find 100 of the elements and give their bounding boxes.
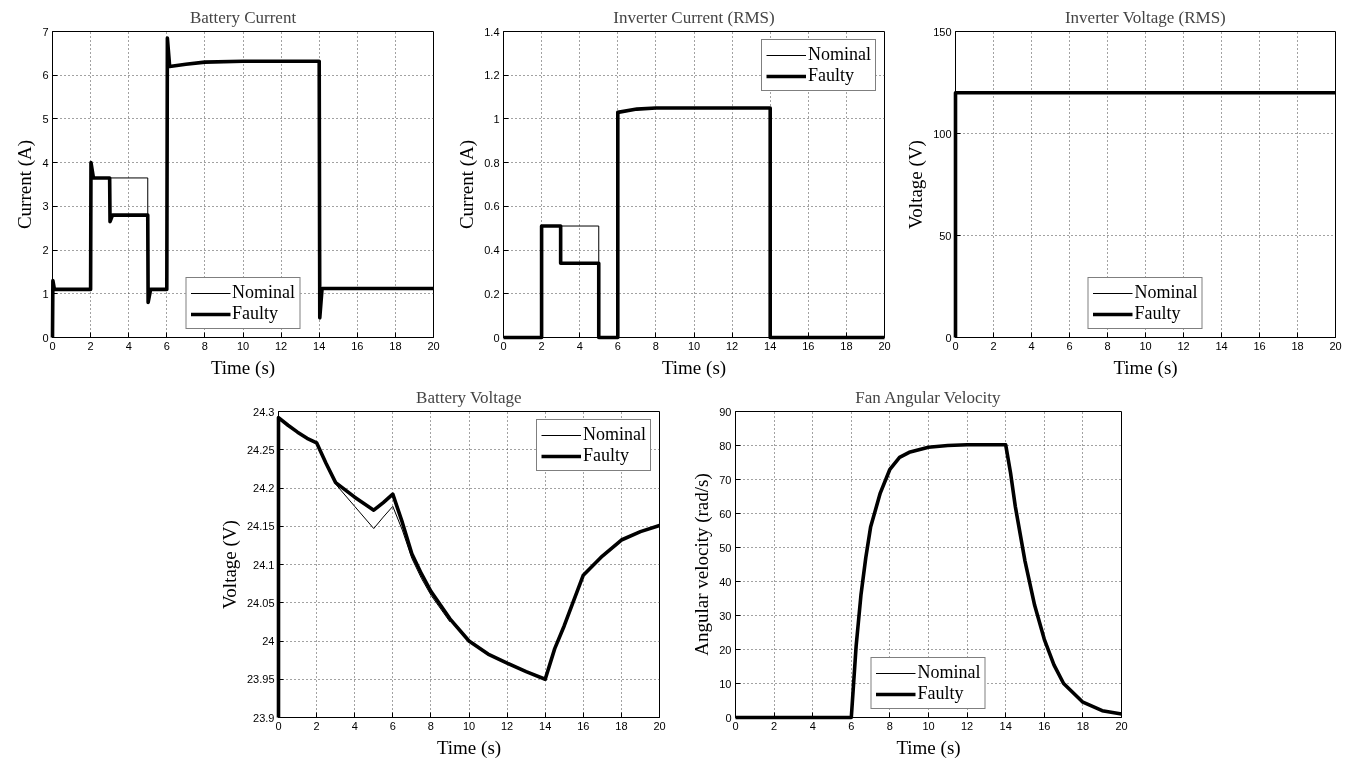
y-tick-label: 150: [933, 25, 952, 38]
x-tick-label: 2: [990, 339, 997, 352]
legend-label: Faulty: [232, 303, 279, 324]
y-tick-label: 0.4: [484, 244, 500, 257]
x-axis-title: Time (s): [436, 736, 502, 759]
x-tick-label: 20: [427, 339, 440, 352]
y-tick-label: 30: [719, 609, 732, 622]
y-axis-title: Voltage (V): [218, 520, 241, 609]
x-tick-label: 10: [1139, 339, 1152, 352]
y-tick-label: 0.2: [484, 287, 500, 300]
x-tick-label: 18: [389, 339, 402, 352]
x-tick-label: 4: [351, 719, 358, 732]
y-tick-label: 24.1: [253, 558, 275, 571]
y-tick-label: 1.2: [484, 69, 500, 82]
y-tick-label: 10: [719, 677, 732, 690]
x-tick-label: 10: [462, 719, 476, 732]
x-tick-label: 8: [1104, 339, 1111, 352]
y-tick-label: 20: [719, 643, 732, 656]
x-tick-label: 16: [802, 339, 815, 352]
x-tick-label: 16: [577, 719, 590, 732]
x-tick-label: 4: [1028, 339, 1035, 352]
x-axis-title: Time (s): [661, 356, 727, 379]
x-axis-title: Time (s): [896, 736, 961, 759]
legend-label: Nominal: [232, 282, 295, 303]
y-tick-label: 60: [719, 507, 732, 520]
x-tick-label: 12: [1177, 339, 1190, 352]
y-axis-title: Current (A): [456, 139, 479, 230]
y-tick-label: 80: [719, 439, 732, 452]
x-tick-label: 8: [652, 339, 659, 352]
x-tick-label: 14: [999, 719, 1012, 732]
chart-title: Battery Voltage: [416, 387, 522, 407]
y-tick-label: 0: [493, 331, 500, 344]
y-tick-label: 3: [42, 200, 49, 213]
x-tick-label: 2: [771, 719, 778, 732]
y-tick-label: 24: [262, 635, 275, 647]
x-tick-label: 10: [236, 339, 250, 352]
y-tick-label: 24.25: [246, 443, 275, 456]
legend-label: Nominal: [808, 44, 871, 65]
y-tick-label: 50: [719, 541, 732, 554]
legend-label: Faulty: [583, 445, 630, 466]
y-tick-label: 1: [42, 287, 49, 300]
y-tick-label: 24.3: [253, 405, 275, 418]
x-tick-label: 2: [87, 339, 94, 352]
y-tick-label: 0: [725, 711, 732, 724]
legend-label: Nominal: [1134, 282, 1198, 303]
x-axis-title: Time (s): [1113, 356, 1178, 379]
y-tick-label: 1: [493, 112, 500, 125]
x-tick-label: 8: [886, 719, 893, 732]
x-tick-label: 14: [764, 339, 777, 352]
y-axis-title: Current (A): [14, 139, 37, 230]
y-tick-label: 24.15: [246, 520, 275, 533]
legend-label: Nominal: [917, 662, 981, 683]
y-tick-label: 2: [42, 244, 49, 257]
x-tick-label: 18: [840, 339, 853, 352]
chart-title: Fan Angular Velocity: [855, 387, 1001, 407]
x-tick-label: 6: [848, 719, 855, 732]
y-tick-label: 1.4: [484, 25, 500, 38]
y-axis-title: Angular velocity (rad/s): [691, 473, 714, 656]
x-tick-label: 16: [1038, 719, 1051, 732]
x-tick-label: 10: [687, 339, 701, 352]
x-tick-label: 14: [539, 719, 552, 732]
y-tick-label: 0: [42, 331, 49, 344]
x-tick-label: 12: [500, 719, 514, 732]
y-tick-label: 24.05: [246, 596, 275, 609]
x-tick-label: 12: [274, 339, 288, 352]
y-tick-label: 7: [42, 25, 49, 38]
x-tick-label: 6: [389, 719, 396, 732]
x-tick-label: 8: [201, 339, 208, 352]
y-tick-label: 0.8: [484, 156, 500, 169]
y-tick-label: 23.9: [253, 711, 275, 724]
y-tick-label: 0.6: [484, 200, 500, 213]
x-tick-label: 10: [922, 719, 935, 732]
x-tick-label: 4: [809, 719, 816, 732]
chart-title: Inverter Current (RMS): [613, 7, 775, 27]
x-tick-label: 18: [1076, 719, 1090, 732]
chart-title: Battery Current: [189, 7, 297, 27]
chart-title: Inverter Voltage (RMS): [1064, 7, 1226, 27]
x-tick-label: 2: [538, 339, 545, 352]
x-tick-label: 20: [653, 719, 666, 732]
y-tick-label: 40: [719, 575, 732, 588]
x-tick-label: 20: [878, 339, 891, 352]
legend-label: Faulty: [917, 683, 964, 704]
legend-label: Faulty: [1134, 303, 1181, 324]
x-tick-label: 4: [125, 339, 132, 352]
y-tick-label: 100: [933, 127, 952, 140]
x-tick-label: 16: [1253, 339, 1266, 352]
x-tick-label: 6: [163, 339, 170, 352]
x-axis-title: Time (s): [210, 356, 276, 379]
y-axis-title: Voltage (V): [905, 140, 928, 229]
x-tick-label: 14: [313, 339, 326, 352]
x-tick-label: 4: [576, 339, 583, 352]
y-tick-label: 24.2: [253, 482, 275, 494]
y-tick-label: 23.95: [246, 673, 275, 686]
y-tick-label: 5: [42, 112, 49, 125]
y-tick-label: 6: [42, 69, 49, 82]
x-tick-label: 16: [351, 339, 364, 352]
legend-label: Nominal: [583, 424, 646, 445]
y-tick-label: 4: [42, 156, 49, 169]
y-tick-label: 0: [945, 331, 952, 344]
x-tick-label: 18: [615, 719, 628, 732]
